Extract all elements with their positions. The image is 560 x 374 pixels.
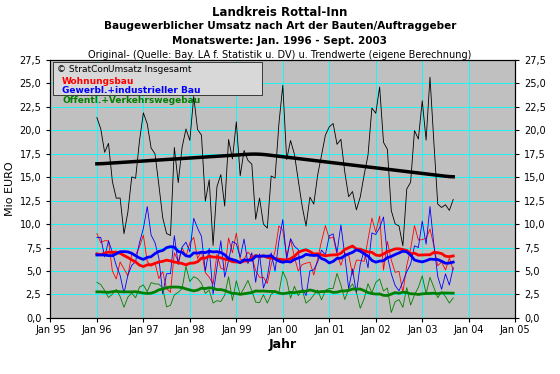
Text: Wohnungsbau: Wohnungsbau [62, 77, 134, 86]
Y-axis label: Mio EURO: Mio EURO [6, 162, 15, 216]
Text: Baugewerblicher Umsatz nach Art der Bauten/Auftraggeber: Baugewerblicher Umsatz nach Art der Baut… [104, 21, 456, 31]
X-axis label: Jahr: Jahr [269, 338, 297, 350]
Text: Umsatz Insgesamt: Umsatz Insgesamt [109, 65, 192, 74]
Text: © StratCon: © StratCon [57, 65, 109, 74]
Text: Monatswerte: Jan. 1996 - Sept. 2003: Monatswerte: Jan. 1996 - Sept. 2003 [172, 36, 388, 46]
Text: Öffentl.+Verkehrswegebau: Öffentl.+Verkehrswegebau [62, 95, 200, 105]
FancyBboxPatch shape [53, 62, 262, 95]
Text: Gewerbl.+industrieller Bau: Gewerbl.+industrieller Bau [62, 86, 200, 95]
Text: Original- (Quelle: Bay. LA f. Statistik u. DV) u. Trendwerte (eigene Berechnung): Original- (Quelle: Bay. LA f. Statistik … [88, 50, 472, 61]
Text: Landkreis Rottal-Inn: Landkreis Rottal-Inn [212, 6, 348, 19]
